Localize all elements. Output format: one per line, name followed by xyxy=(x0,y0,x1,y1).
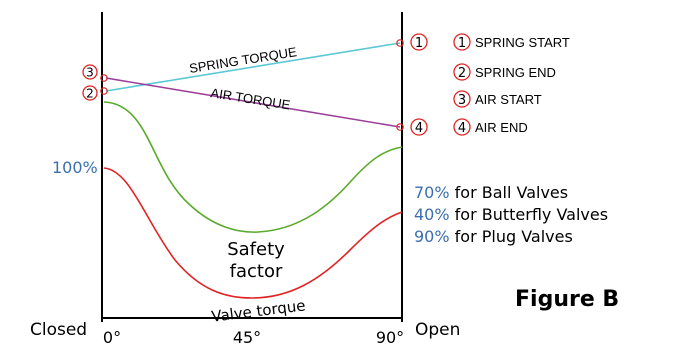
marker-3: 3 xyxy=(82,64,98,80)
closed-label: Closed xyxy=(30,320,87,340)
valve-note-ball-pct: 70% xyxy=(414,183,450,202)
marker-1-dot xyxy=(396,39,404,47)
legend-item-1-num: 1 xyxy=(458,36,466,51)
spring-torque-line xyxy=(105,42,401,92)
spring-torque-label: SPRING TORQUE xyxy=(188,44,298,76)
tick-0-label: 0° xyxy=(103,328,121,347)
marker-2: 2 xyxy=(82,85,98,101)
open-label: Open xyxy=(415,320,460,340)
marker-4-dot xyxy=(396,123,404,131)
marker-3-dot xyxy=(100,74,108,82)
legend-item-2-label: SPRING END xyxy=(475,65,556,80)
valve-note-butterfly: 40% for Butterfly Valves xyxy=(414,205,608,224)
legend-item-1: 1 SPRING START xyxy=(453,33,570,51)
valve-note-butterfly-pct: 40% xyxy=(414,205,450,224)
air-torque-line xyxy=(105,77,401,128)
legend-item-2: 2 SPRING END xyxy=(453,63,556,81)
marker-3-num: 3 xyxy=(86,66,94,80)
legend-item-3: 3 AIR START xyxy=(453,90,542,108)
valve-note-plug-text: for Plug Valves xyxy=(450,227,573,246)
valve-note-plug-pct: 90% xyxy=(414,227,450,246)
safety-factor-label-line1: Safety xyxy=(227,239,285,260)
percent-100-label: 100% xyxy=(52,158,98,177)
valve-note-ball-text: for Ball Valves xyxy=(450,183,569,202)
tick-90-label: 90° xyxy=(376,328,404,347)
legend-item-4-label: AIR END xyxy=(475,120,528,135)
marker-1-num: 1 xyxy=(415,36,423,51)
safety-factor-label-line2: factor xyxy=(230,261,283,282)
tick-45-label: 45° xyxy=(233,328,261,347)
valve-note-butterfly-text: for Butterfly Valves xyxy=(450,205,609,224)
legend-item-2-num: 2 xyxy=(458,66,466,81)
marker-2-dot xyxy=(100,87,108,95)
marker-2-num: 2 xyxy=(86,87,94,101)
marker-4: 4 xyxy=(410,118,428,136)
legend-item-1-label: SPRING START xyxy=(475,35,570,50)
safety-factor-curve xyxy=(103,101,403,233)
air-torque-label: AIR TORQUE xyxy=(210,85,292,112)
valve-note-ball: 70% for Ball Valves xyxy=(414,183,568,202)
figure-label: Figure B xyxy=(515,287,619,312)
valve-note-plug: 90% for Plug Valves xyxy=(414,227,573,246)
legend-item-4: 4 AIR END xyxy=(453,118,528,136)
legend-item-4-num: 4 xyxy=(458,121,466,136)
marker-4-num: 4 xyxy=(415,121,423,136)
valve-torque-curve xyxy=(103,167,403,299)
legend-item-3-num: 3 xyxy=(458,93,466,108)
legend-item-3-label: AIR START xyxy=(475,92,542,107)
marker-1: 1 xyxy=(410,33,428,51)
legend: 1 SPRING START 2 SPRING END 3 AIR START … xyxy=(453,33,570,136)
valve-torque-label: Valve torque xyxy=(210,296,306,325)
